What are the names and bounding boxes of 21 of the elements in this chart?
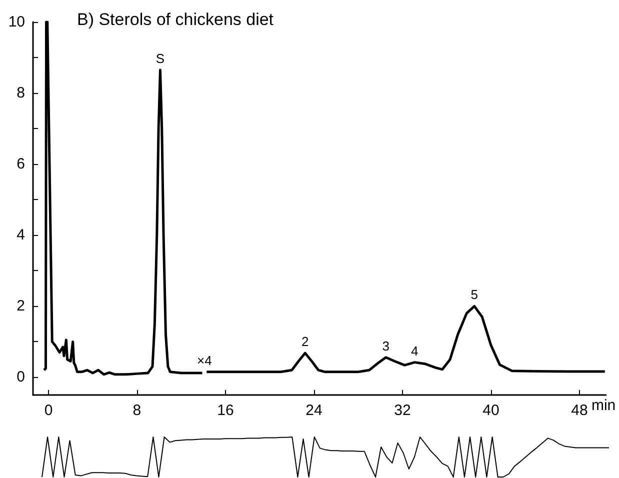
x-axis-title: min	[591, 397, 616, 414]
x-tick-label: 0	[44, 402, 53, 419]
annotation: 2	[302, 334, 309, 350]
annotation: 3	[382, 338, 390, 354]
y-tick-label: 6	[16, 156, 25, 173]
x-tick-label: 48	[571, 402, 588, 419]
y-tick-label: 0	[16, 368, 25, 386]
x-tick-label: 32	[394, 402, 411, 419]
y-tick-label: 2	[16, 298, 25, 315]
x-tick-label: 8	[132, 402, 142, 419]
annotation: ×4	[197, 352, 212, 368]
x-tick-label: 16	[217, 402, 234, 419]
chart-title: B) Sterols of chickens diet	[77, 10, 274, 29]
y-tick-label: 8	[16, 84, 25, 102]
annotation: 5	[470, 287, 478, 302]
x-tick-label: 40	[482, 402, 500, 419]
y-tick-label: 10	[8, 14, 25, 30]
annotation: 4	[411, 343, 418, 358]
annotation: S	[156, 50, 165, 66]
y-tick-label: 4	[16, 226, 25, 244]
x-tick-label: 24	[306, 402, 322, 419]
